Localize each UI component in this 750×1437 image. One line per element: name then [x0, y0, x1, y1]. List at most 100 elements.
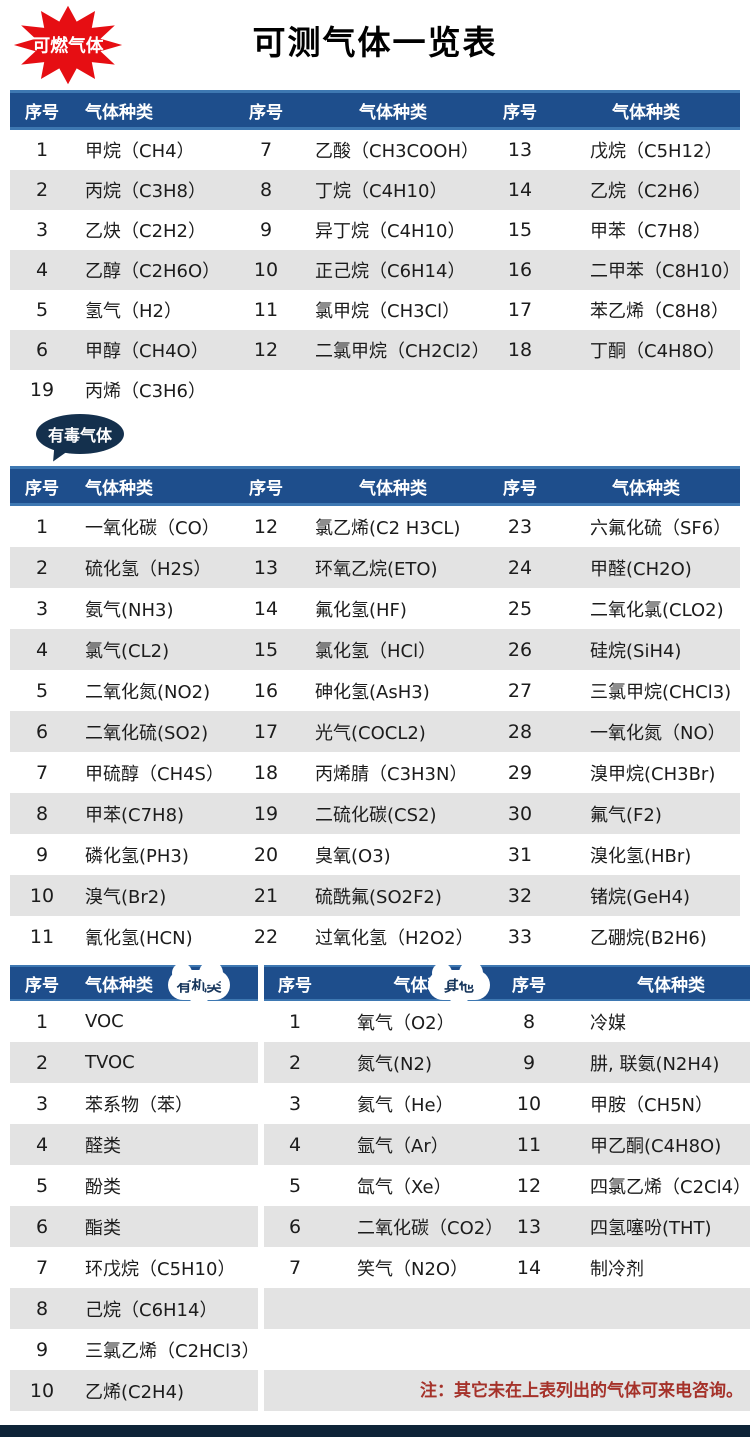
table-row: 1 一氧化碳（CO） 12 氯乙烯(C2 H3CL) 23 六氟化硫（SF6） [10, 506, 740, 547]
table-row: 6 二氧化碳（CO2） 13 四氢噻吩(THT) [264, 1206, 750, 1247]
gas-index: 28 [507, 720, 533, 743]
organic-cloud-badge: 有机类 [168, 961, 230, 1006]
col-header-index: 序号 [512, 975, 546, 996]
gas-name: 氦气（He） [357, 1094, 454, 1116]
toxic-gas-table: 序号 气体种类 序号 气体种类 序号 气体种类 1 一氧化碳（CO） 12 氯乙… [10, 466, 740, 957]
gas-name: 磷化氢(PH3) [85, 845, 189, 867]
gas-name: 二氧化碳（CO2） [357, 1217, 504, 1239]
gas-name: 异丁烷（C4H10） [315, 221, 466, 242]
toxic-badge-label: 有毒气体 [47, 426, 112, 445]
table-row: 5 酚类 [10, 1165, 258, 1206]
table-row: 2 TVOC [10, 1042, 258, 1083]
gas-index: 8 [259, 179, 273, 201]
other-table-rows: 1 氧气（O2） 8 冷媒 2 氮气(N2) 9 肼, 联氨(N2H4) 3 [264, 1001, 750, 1411]
table-row: 8 己烷（C6H14） [10, 1288, 258, 1329]
gas-name: 酯类 [85, 1217, 121, 1239]
table-row: 10 溴气(Br2) 21 硫酰氟(SO2F2) 32 锗烷(GeH4) [10, 875, 740, 916]
gas-name: 三氯甲烷(CHCl3) [590, 681, 732, 703]
gas-name: 氯甲烷（CH3Cl） [315, 301, 461, 322]
gas-index: 8 [35, 1297, 49, 1320]
gas-index: 10 [29, 1379, 55, 1402]
col-header-index: 序号 [249, 102, 283, 123]
gas-name: 甲苯（C7H8） [590, 221, 712, 242]
gas-name: 正己烷（C6H14） [315, 261, 466, 282]
gas-index: 14 [507, 179, 533, 201]
table-row: 10 乙烯(C2H4) [10, 1370, 258, 1411]
gas-index: 18 [507, 339, 533, 361]
col-header-gas-type: 气体种类 [359, 478, 427, 499]
combustible-table-rows: 1 甲烷（CH4） 7 乙酸（CH3COOH） 13 戊烷（C5H12） 2 丙… [10, 130, 740, 410]
gas-index: 13 [507, 139, 533, 161]
gas-name: 锗烷(GeH4) [590, 886, 691, 908]
gas-name: 三氯乙烯（C2HCl3） [85, 1340, 260, 1362]
gas-name: 丙烷（C3H8） [85, 181, 207, 202]
gas-index: 14 [516, 1256, 542, 1279]
toxic-gas-bubble-badge: 有毒气体 [36, 414, 124, 454]
gas-name: 乙酸（CH3COOH） [315, 141, 479, 162]
starburst-shape [13, 5, 123, 85]
gas-index: 3 [35, 219, 49, 241]
organic-gas-table: 序号 气体种类 有机类 1 VOC 2 TVOC [10, 961, 260, 1411]
gas-name: 苯乙烯（C8H8） [590, 301, 730, 322]
gas-index: 14 [253, 597, 279, 620]
gas-name: 臭氧(O3) [315, 845, 391, 867]
table-row: 6 甲醇（CH4O） 12 二氯甲烷（CH2Cl2） 18 丁酮（C4H8O） [10, 330, 740, 370]
table-row: 1 甲烷（CH4） 7 乙酸（CH3COOH） 13 戊烷（C5H12） [10, 130, 740, 170]
organic-table-rows: 1 VOC 2 TVOC 3 苯系物（苯） 4 [10, 1001, 260, 1411]
gas-index: 1 [288, 1010, 302, 1033]
gas-index: 16 [253, 679, 279, 702]
gas-name: 硫酰氟(SO2F2) [315, 886, 442, 908]
gas-index: 25 [507, 597, 533, 620]
other-cloud-badge: 其他 [428, 961, 490, 1006]
gas-name: 过氧化氢（H2O2） [315, 927, 474, 949]
gas-index: 6 [35, 339, 49, 361]
gas-name: 丙烯腈（C3H3N） [315, 763, 468, 785]
col-header-gas-type: 气体种类 [612, 478, 680, 499]
gas-index: 3 [288, 1092, 302, 1115]
combustible-badge-label: 可燃气体 [33, 35, 104, 57]
gas-index: 18 [253, 761, 279, 784]
table-row: 7 笑气（N2O） 14 制冷剂 [264, 1247, 750, 1288]
gas-name: 乙烯(C2H4) [85, 1381, 185, 1403]
gas-index: 23 [507, 515, 533, 538]
col-header-gas-type: 气体种类 [637, 975, 706, 996]
gas-index: 4 [35, 259, 49, 281]
gas-index: 1 [35, 139, 49, 161]
gas-index: 10 [253, 259, 279, 281]
gas-name: 肼, 联氨(N2H4) [590, 1053, 720, 1075]
table-row [264, 1370, 750, 1411]
other-gas-table: 序号 气体种类 序号 气体种类 其他 1 氧气（O2） 8 冷媒 [264, 961, 750, 1411]
table-row: 7 甲硫醇（CH4S） 18 丙烯腈（C3H3N） 29 溴甲烷(CH3Br) [10, 752, 740, 793]
gas-index: 1 [35, 1010, 49, 1033]
table-row [264, 1329, 750, 1370]
table-row: 8 甲苯(C7H8) 19 二硫化碳(CS2) 30 氟气(F2) [10, 793, 740, 834]
gas-name: 二氧化氯(CLO2) [590, 599, 724, 621]
gas-index: 3 [35, 597, 49, 620]
gas-index: 12 [253, 515, 279, 538]
title-bar: 可燃气体 可测气体一览表 [0, 0, 750, 90]
gas-name: 戊烷（C5H12） [590, 141, 723, 162]
table-row: 11 氰化氢(HCN) 22 过氧化氢（H2O2） 33 乙硼烷(B2H6) [10, 916, 740, 957]
col-header-index: 序号 [25, 102, 59, 123]
gas-name: 乙硼烷(B2H6) [590, 927, 707, 949]
toxic-table-rows: 1 一氧化碳（CO） 12 氯乙烯(C2 H3CL) 23 六氟化硫（SF6） … [10, 506, 740, 957]
gas-name: 苯系物（苯） [85, 1094, 193, 1116]
gas-name: TVOC [85, 1052, 135, 1073]
combustible-table-header: 序号 气体种类 序号 气体种类 序号 气体种类 [10, 90, 740, 130]
gas-name: 氯乙烯(C2 H3CL) [315, 517, 461, 539]
table-row: 1 氧气（O2） 8 冷媒 [264, 1001, 750, 1042]
organic-other-section: 序号 气体种类 有机类 1 VOC 2 TVOC [10, 961, 750, 1411]
gas-index: 10 [29, 884, 55, 907]
gas-index: 7 [35, 761, 49, 784]
gas-index: 6 [288, 1215, 302, 1238]
table-row: 4 乙醇（C2H6O） 10 正己烷（C6H14） 16 二甲苯（C8H10） [10, 250, 740, 290]
col-header-index: 序号 [25, 975, 59, 996]
col-header-gas-type: 气体种类 [359, 102, 427, 123]
gas-index: 3 [35, 1092, 49, 1115]
gas-name: 二氧化硫(SO2) [85, 722, 209, 744]
gas-index: 26 [507, 638, 533, 661]
table-row: 6 二氧化硫(SO2) 17 光气(COCL2) 28 一氧化氮（NO） [10, 711, 740, 752]
gas-name: 酚类 [85, 1176, 121, 1198]
gas-index: 33 [507, 925, 533, 948]
gas-name: 甲苯(C7H8) [85, 804, 185, 826]
